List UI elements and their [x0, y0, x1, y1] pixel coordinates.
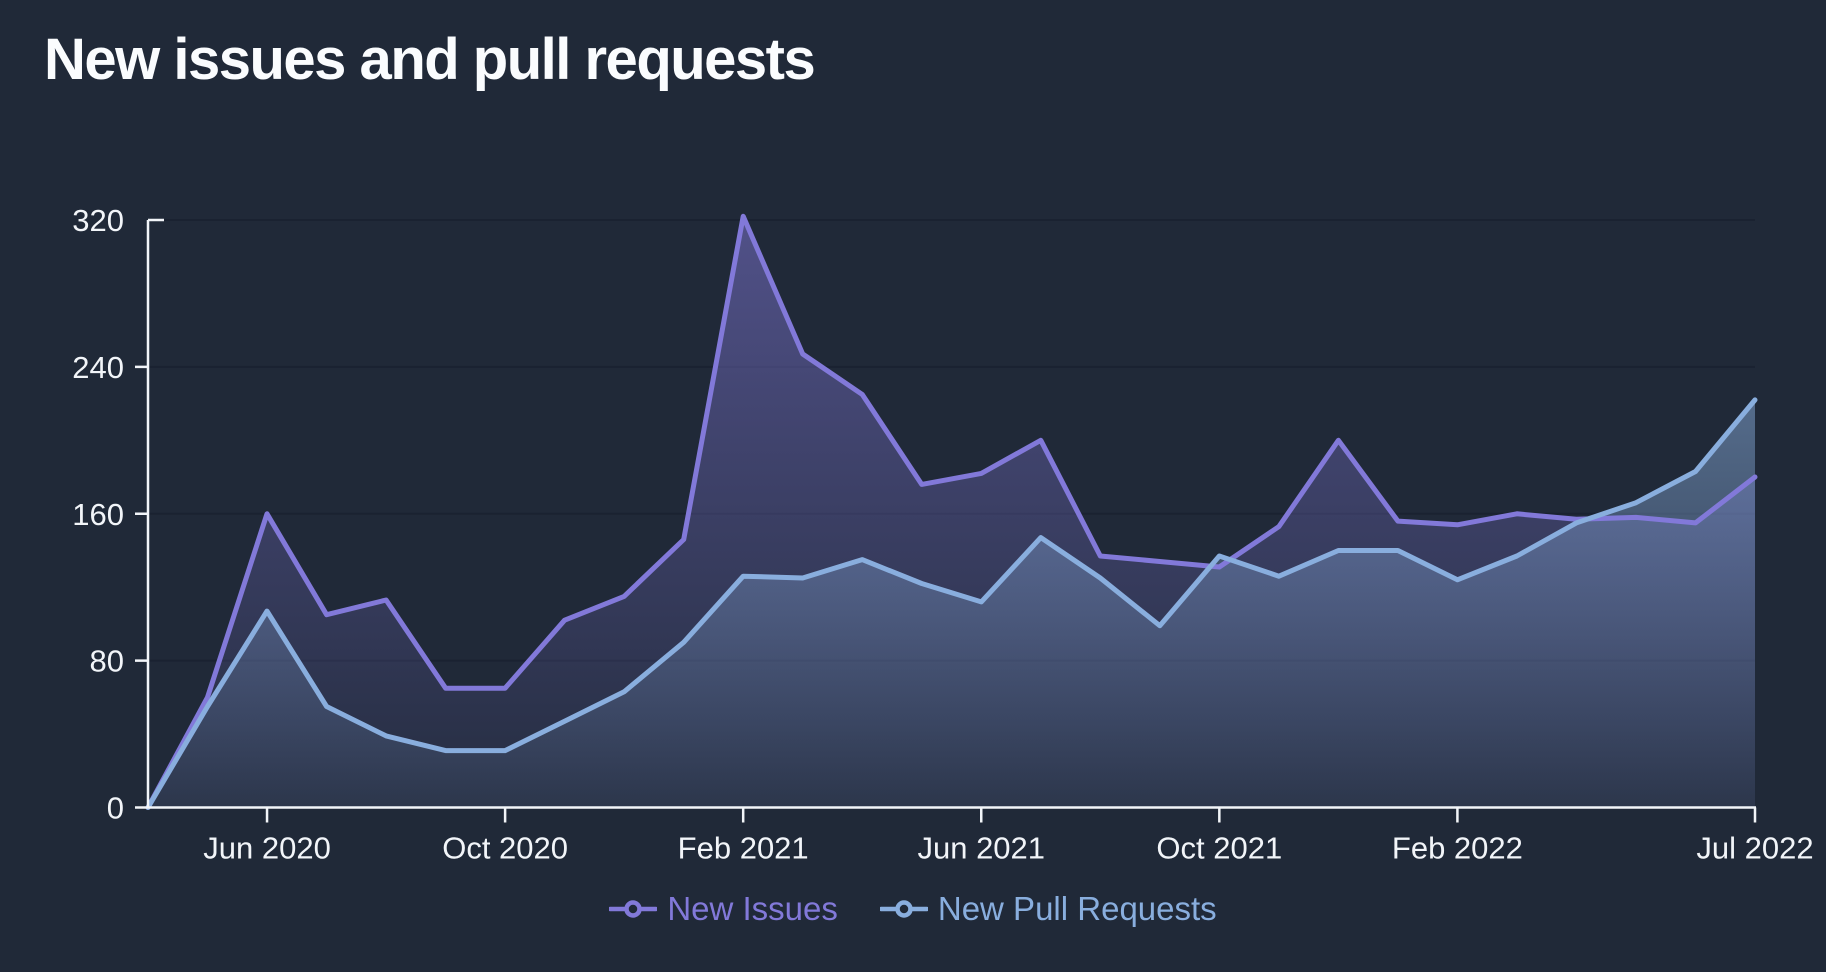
y-tick-label: 80 [90, 644, 124, 679]
issues-line [145, 213, 1758, 810]
pulls-area [148, 399, 1755, 808]
legend-item-new-issues[interactable]: New Issues [609, 890, 838, 928]
chart-title: New issues and pull requests [44, 27, 816, 92]
legend-label-new-issues: New Issues [667, 890, 838, 927]
legend-marker-pulls-icon [879, 900, 928, 918]
y-tick-label: 160 [72, 497, 124, 532]
x-axis-labels: Jun 2020 Oct 2020 Feb 2021 Jun 2021 Oct 2021… [203, 831, 1813, 866]
legend-marker-issues-icon [609, 900, 658, 918]
x-tick-label: Jun 2020 [203, 831, 331, 866]
pulls-line [145, 397, 1758, 810]
y-tick-label: 0 [107, 791, 124, 826]
x-tick-label: Oct 2020 [442, 831, 568, 866]
x-tick-label: Jun 2021 [917, 831, 1045, 866]
legend: New Issues New Pull Requests [0, 890, 1826, 928]
x-tick-label: Feb 2022 [1392, 831, 1523, 866]
x-tick-label: Jul 2022 [1696, 831, 1813, 866]
y-tick-label: 320 [72, 203, 124, 238]
legend-label-new-pull-requests: New Pull Requests [937, 890, 1217, 927]
y-axis-labels: 0 80 160 240 320 [72, 203, 124, 826]
x-tick-label: Oct 2021 [1156, 831, 1282, 866]
x-tick-label: Feb 2021 [678, 831, 809, 866]
legend-item-new-pull-requests[interactable]: New Pull Requests [879, 890, 1217, 928]
axes [135, 218, 1757, 823]
y-tick-label: 240 [72, 350, 124, 385]
